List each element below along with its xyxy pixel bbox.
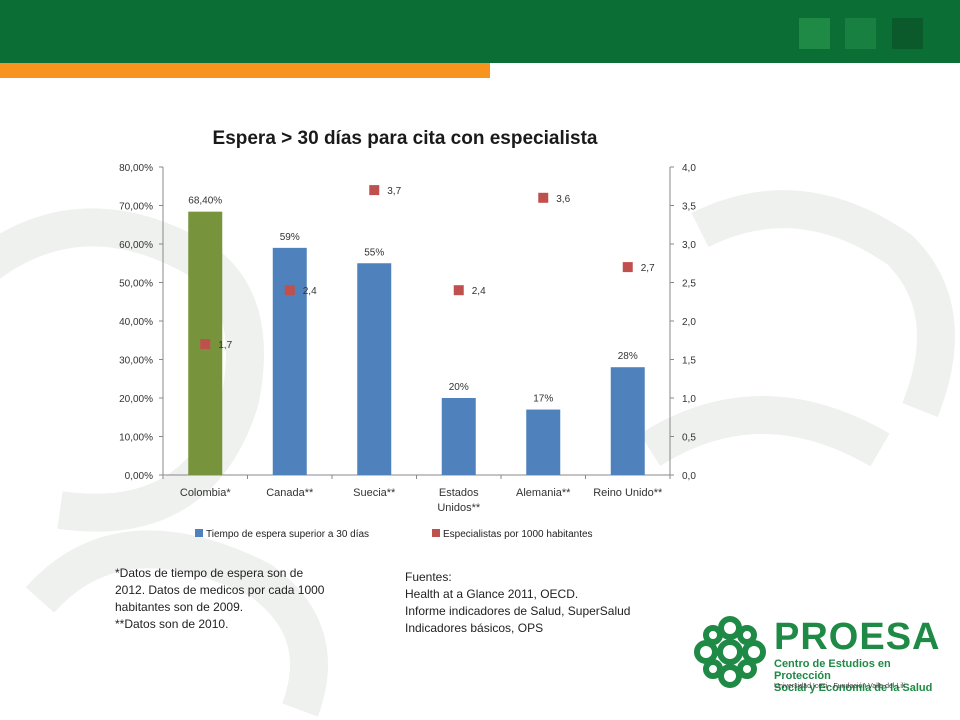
logo-subtitle-line: Social y Economía de la Salud <box>774 682 933 694</box>
marker-data-label: 1,7 <box>218 340 232 351</box>
note-line: habitantes son de 2009. <box>115 600 244 614</box>
marker-point <box>538 192 549 203</box>
right-tick-label: 0,0 <box>682 471 696 482</box>
marker-data-label: 2,7 <box>641 263 655 274</box>
left-tick-label: 20,00% <box>119 394 153 405</box>
bar <box>357 263 392 475</box>
bar-data-label: 17% <box>533 394 553 405</box>
logo-emblem-icon <box>694 616 766 688</box>
note-line: 2012. Datos de medicos por cada 1000 <box>115 583 325 597</box>
right-tick-label: 1,0 <box>682 394 696 405</box>
logo-subtitle: Centro de Estudios en Protección Social … <box>774 658 940 694</box>
right-tick-label: 0,5 <box>682 433 696 444</box>
proesa-logo: PROESA Centro de Estudios en Protección … <box>690 612 941 694</box>
marker-data-label: 2,4 <box>472 286 486 297</box>
legend: Tiempo de espera superior a 30 días Espec… <box>195 529 593 540</box>
decor-square-1 <box>799 18 830 49</box>
legend-swatch-markers <box>432 529 440 537</box>
right-tick-label: 1,5 <box>682 356 696 367</box>
left-tick-label: 80,00% <box>119 163 153 174</box>
bar-data-label: 20% <box>449 382 469 393</box>
left-tick-label: 30,00% <box>119 356 153 367</box>
marker-point <box>453 285 464 296</box>
bar-data-label: 28% <box>618 351 638 362</box>
x-tick-label-line: Reino Unido** <box>593 487 663 499</box>
note-line: *Datos de tiempo de espera son de <box>115 566 304 580</box>
marker-data-label: 3,7 <box>387 186 401 197</box>
bar <box>441 398 476 475</box>
bar-data-label: 68,40% <box>188 196 222 207</box>
plot-area: 0,00% 10,00% 20,00% 30,00% 40,00% 50,00% 60,00… <box>119 163 696 514</box>
x-tick-label: Canada** <box>266 487 314 499</box>
x-tick-label-line: Colombia* <box>180 487 231 499</box>
sources-heading: Fuentes: <box>405 570 452 584</box>
marker-data-label: 3,6 <box>556 194 570 205</box>
source-line: Indicadores básicos, OPS <box>405 621 544 635</box>
marker-point <box>369 185 380 196</box>
background-watermark <box>0 190 955 717</box>
logo-footer: Universidad Icesi · Fundación Valle del … <box>774 683 905 690</box>
marker-point <box>622 262 633 273</box>
logo-subtitle-line: Centro de Estudios en Protección <box>774 658 891 682</box>
marker-point <box>284 285 295 296</box>
note-sources: Fuentes: Health at a Glance 2011, OECD. … <box>405 569 705 637</box>
x-tick-label: Reino Unido** <box>593 487 663 499</box>
accent-bar <box>0 63 490 78</box>
left-tick-label: 60,00% <box>119 240 153 251</box>
left-tick-label: 70,00% <box>119 202 153 213</box>
legend-swatch-bars <box>195 529 203 537</box>
legend-label-markers: Especialistas por 1000 habitantes <box>443 529 593 540</box>
x-tick-label: Alemania** <box>516 487 571 499</box>
x-tick-label: Suecia** <box>353 487 396 499</box>
x-tick-label: Colombia* <box>180 487 231 499</box>
left-tick-label: 40,00% <box>119 317 153 328</box>
marker-point <box>200 339 211 350</box>
marker-data-label: 2,4 <box>303 286 317 297</box>
right-tick-label: 3,0 <box>682 240 696 251</box>
note-line: **Datos son de 2010. <box>115 617 229 631</box>
x-tick-label-line: Alemania** <box>516 487 571 499</box>
x-tick-label-line: Suecia** <box>353 487 396 499</box>
left-tick-label: 0,00% <box>125 471 153 482</box>
left-tick-label: 10,00% <box>119 433 153 444</box>
decor-square-3 <box>892 18 923 49</box>
legend-label-bars: Tiempo de espera superior a 30 días <box>206 529 369 540</box>
bar <box>610 367 645 475</box>
decor-square-2 <box>845 18 876 49</box>
right-tick-label: 2,0 <box>682 317 696 328</box>
bar-data-label: 59% <box>280 232 300 243</box>
chart-title: Espera > 30 días para cita con especiali… <box>213 128 598 149</box>
left-tick-label: 50,00% <box>119 279 153 290</box>
right-tick-label: 2,5 <box>682 279 696 290</box>
bar <box>526 409 561 475</box>
bar-data-label: 55% <box>364 247 384 258</box>
x-tick-label: Estados Unidos** <box>437 487 481 514</box>
logo-name: PROESA <box>774 616 941 658</box>
x-tick-label-line: Unidos** <box>437 502 481 514</box>
note-data-years: *Datos de tiempo de espera son de 2012. … <box>115 565 365 633</box>
source-line: Health at a Glance 2011, OECD. <box>405 587 579 601</box>
x-tick-label-line: Canada** <box>266 487 314 499</box>
right-tick-label: 4,0 <box>682 163 696 174</box>
right-tick-label: 3,5 <box>682 202 696 213</box>
x-tick-label-line: Estados <box>439 487 479 499</box>
bar <box>272 247 307 475</box>
source-line: Informe indicadores de Salud, SuperSalud <box>405 604 631 618</box>
